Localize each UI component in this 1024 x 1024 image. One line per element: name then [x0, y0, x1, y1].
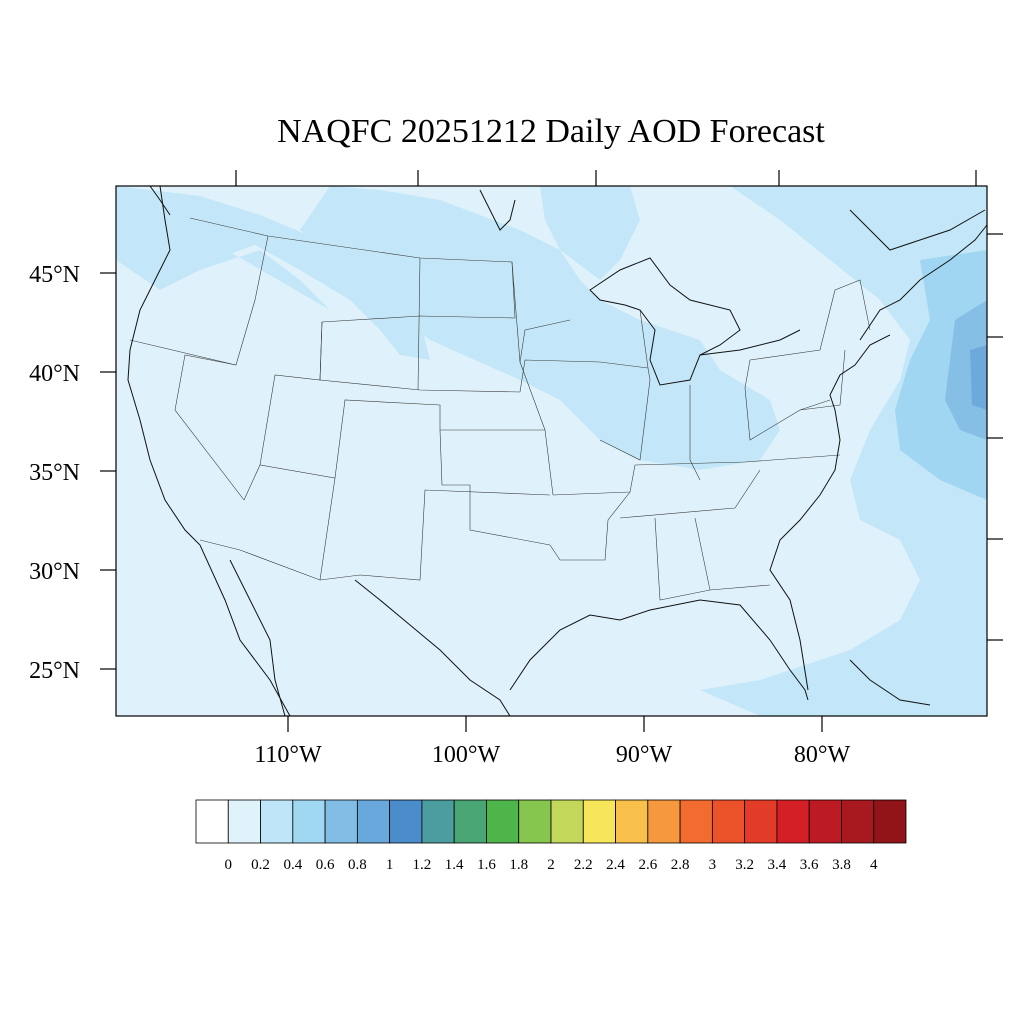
aod-offshore-high	[895, 250, 987, 500]
aod-band-ontario	[540, 186, 640, 280]
colorbar-tick-label: 2.4	[606, 857, 625, 873]
colorbar-swatch	[389, 799, 423, 844]
map-ticks	[100, 170, 1003, 732]
colorbar-swatch	[582, 799, 616, 844]
lat-label-35: 35°N	[29, 460, 80, 486]
lon-label-110w: 110°W	[254, 742, 322, 768]
colorbar-tick-label: 0.8	[348, 857, 367, 873]
colorbar-swatch	[711, 799, 746, 844]
colorbar-tick-label: 1.8	[509, 857, 528, 873]
colorbar-swatch	[647, 799, 681, 844]
colorbar-swatch	[518, 799, 552, 844]
colorbar-tick-label: 2	[547, 857, 555, 873]
lon-label-90w: 90°W	[616, 742, 673, 768]
colorbar-tick-label: 1	[386, 857, 394, 873]
colorbar: 0 0.2 0.4 0.6 0.8 1 1.2 1.4 1.6 1.8 2 2.2 2.4 2.6 2.8 3…	[195, 799, 907, 873]
colorbar-tick-label: 0.6	[316, 857, 335, 873]
lat-label-30: 30°N	[29, 559, 80, 585]
coastlines	[127, 186, 987, 716]
colorbar-swatch	[227, 799, 261, 844]
aod-offshore-core	[970, 345, 987, 410]
colorbar-swatch	[776, 799, 810, 844]
colorbar-swatch	[808, 799, 842, 844]
colorbar-swatch	[260, 799, 294, 844]
colorbar-tick-label: 3.2	[735, 857, 754, 873]
colorbar-swatch	[421, 799, 455, 844]
colorbar-tick-label: 4	[870, 857, 878, 873]
colorbar-swatch	[550, 799, 584, 844]
map-panel: 45°N 40°N 35°N 30°N 25°N 110°W 100°W 90°…	[29, 170, 1003, 768]
colorbar-tick-label: 1.2	[413, 857, 432, 873]
aod-band-plains	[116, 186, 780, 470]
state-boundaries	[129, 217, 871, 601]
colorbar-swatch	[292, 799, 326, 844]
map-frame	[115, 185, 988, 717]
colorbar-tick-label: 1.4	[445, 857, 464, 873]
colorbar-tick-label: 0.4	[283, 857, 302, 873]
colorbar-swatch	[486, 799, 520, 844]
colorbar-swatch	[195, 799, 229, 844]
aod-band-northwest	[116, 186, 430, 360]
colorbar-swatch	[744, 799, 778, 844]
colorbar-tick-label: 3.4	[768, 857, 787, 873]
colorbar-tick-label: 2.8	[671, 857, 690, 873]
colorbar-tick-label: 2.2	[574, 857, 593, 873]
colorbar-tick-label: 0.2	[251, 857, 270, 873]
colorbar-tick-label: 3.8	[832, 857, 851, 873]
colorbar-swatch	[324, 799, 358, 844]
lat-label-45: 45°N	[29, 262, 80, 288]
colorbar-swatch	[841, 799, 875, 844]
colorbar-tick-label: 3	[709, 857, 717, 873]
lon-label-80w: 80°W	[794, 742, 851, 768]
lat-label-25: 25°N	[29, 658, 80, 684]
lon-label-100w: 100°W	[432, 742, 501, 768]
colorbar-swatch	[356, 799, 391, 844]
colorbar-tick-label: 3.6	[800, 857, 819, 873]
colorbar-tick-label: 1.6	[477, 857, 496, 873]
colorbar-tick-label: 2.6	[638, 857, 657, 873]
colorbar-swatch	[873, 799, 907, 844]
lat-label-40: 40°N	[29, 361, 80, 387]
colorbar-swatch	[453, 799, 487, 844]
map-title: NAQFC 20251212 Daily AOD Forecast	[277, 113, 825, 150]
colorbar-tick-label: 0	[225, 857, 233, 873]
aod-band-northeast	[700, 186, 987, 716]
colorbar-swatch	[615, 799, 649, 844]
colorbar-swatch	[679, 799, 713, 844]
